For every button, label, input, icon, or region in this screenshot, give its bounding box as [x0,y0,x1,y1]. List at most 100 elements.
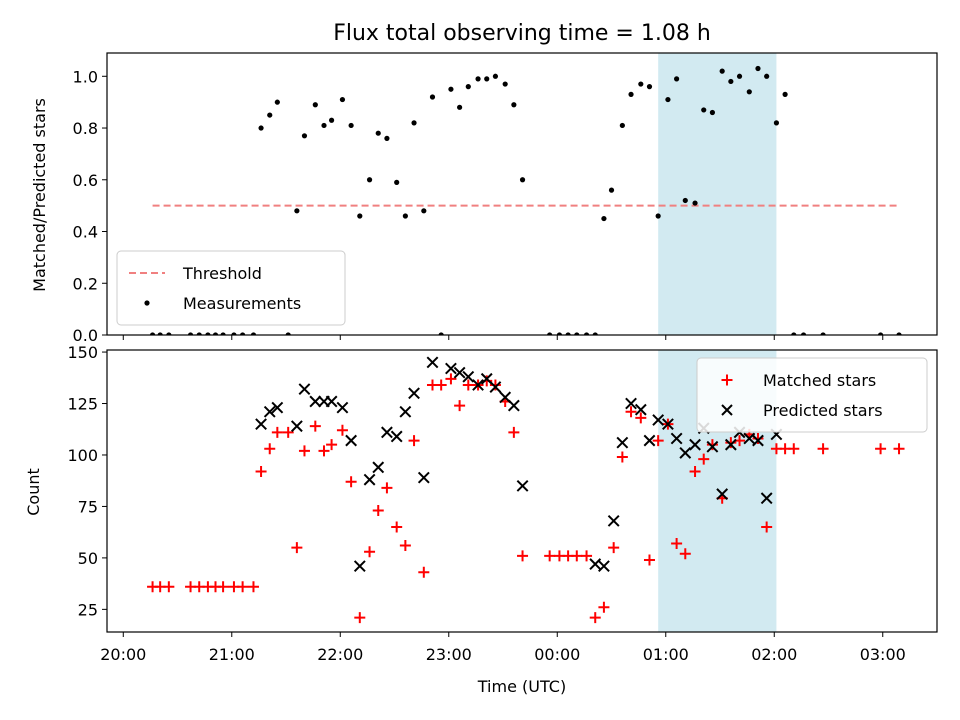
y-tick-label: 75 [78,497,98,516]
measurement-point [746,89,752,95]
measurement-point [366,177,373,183]
x-tick-label: 20:00 [100,645,146,664]
legend: Threshold Measurements [116,250,346,326]
measurement-point [519,177,526,183]
matched-star-point [372,505,384,517]
matched-star-point [598,601,610,613]
predicted-star-point [336,401,349,414]
matched-star-point [671,537,683,549]
measurement-point [301,133,308,139]
matched-star-point [418,566,430,578]
plot-area [147,356,905,624]
predicted-star-point [271,401,284,414]
predicted-star-point [353,560,366,573]
measurement-point [592,332,598,335]
measurement-point [655,213,661,219]
measurement-point [384,135,390,141]
matched-star-point [581,550,593,562]
matched-star-point [291,542,303,554]
y-axis-label-count: Count [24,468,43,516]
y-tick-label: 0.6 [73,171,98,190]
predicted-star-point [724,438,737,451]
legend-predicted-swatch [721,404,733,416]
x-tick-label: 02:00 [751,645,797,664]
measurement-point [820,332,826,335]
y-tick-label: 0.8 [73,119,98,138]
matched-star-point [893,443,905,455]
y-axis-label-ratio: Matched/Predicted stars [30,98,49,292]
measurement-point [231,332,237,335]
measurement-point [574,332,580,335]
measurement-point [492,73,499,79]
ratio-panel: 0.0 0.2 0.4 0.6 0.8 1.0 Threshold Measurements [73,52,938,345]
measurement-point [321,122,327,129]
measurement-point [394,179,400,185]
y-tick-label: 125 [67,395,98,414]
matched-star-point [706,439,718,451]
measurement-point [250,332,257,335]
predicted-star-point [752,434,764,447]
predicted-star-point [507,399,520,412]
measurement-point [240,332,246,335]
predicted-star-point [290,420,303,433]
matched-star-point [318,445,330,457]
x-tick-label: 01:00 [643,645,689,664]
matched-star-point [489,379,501,391]
matched-star-point [679,548,691,560]
matched-star-point [381,482,393,494]
measurement-point [212,332,219,335]
measurement-point [411,120,417,126]
matched-star-point [571,550,583,562]
predicted-star-point [760,492,773,505]
measurement-point [157,332,163,335]
matched-star-point [625,406,637,418]
measurement-point [438,332,444,335]
x-tick-label: 22:00 [317,645,363,664]
predicted-star-point [381,426,393,439]
predicted-star-point [743,432,756,445]
predicted-star-point [689,438,701,451]
predicted-star-point [363,473,376,486]
measurement-point [285,332,291,335]
predicted-star-point [390,430,403,443]
matched-star-point [237,581,249,593]
x-axis-label: Time (UTC) [477,677,566,696]
matched-star-point [698,453,710,465]
measurement-point [547,332,553,335]
measurement-point [484,76,490,82]
matched-star-point [761,521,773,533]
matched-star-point [399,540,411,552]
predicted-star-point [472,379,484,391]
measurement-point [465,84,471,90]
predicted-star-point [679,447,692,459]
matched-star-point [282,426,294,438]
matched-star-point [354,612,366,624]
count-panel: 25 50 75 100 125 150 20:00 21:00 22:00 23:00 00:00… [67,343,938,664]
measurement-point [187,332,194,335]
measurement-point [294,208,300,214]
predicted-star-point [598,560,610,573]
matched-star-point [616,451,628,463]
matched-star-point [752,433,764,445]
measurement-point [312,102,318,108]
matched-star-point [364,546,376,558]
measurement-point [800,332,807,335]
y-tick-label: 0.0 [73,326,98,345]
measurement-point [475,76,481,82]
measurement-point [328,117,335,123]
measurement-point [682,197,688,204]
matched-star-point [435,379,447,391]
matched-star-point [345,476,357,488]
matched-star-point [264,443,276,455]
matched-star-point [454,400,466,412]
matched-star-point [725,437,737,449]
y-tick-label: 100 [67,446,98,465]
matched-star-point [517,550,529,562]
measurement-point [646,84,653,90]
measurement-point [511,102,517,108]
measurement-point [601,215,607,222]
predicted-star-point [652,414,665,426]
matched-star-point [652,435,664,447]
y-tick-label: 1.0 [73,67,98,86]
